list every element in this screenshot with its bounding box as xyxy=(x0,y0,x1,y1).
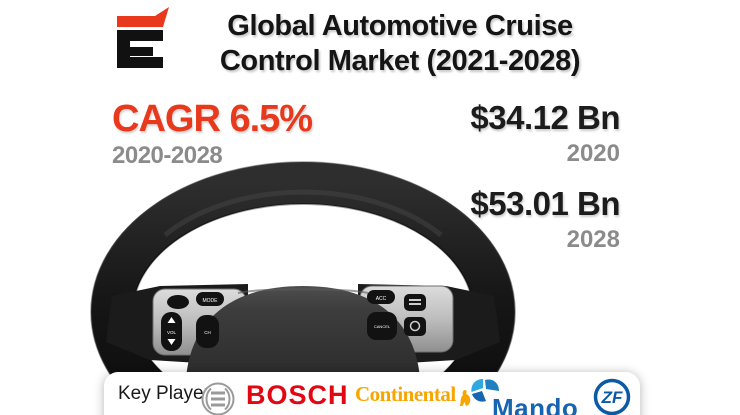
market-value-2020: $34.12 Bn 2020 xyxy=(418,99,620,168)
wheel-button-ch xyxy=(196,315,219,348)
wheel-button-res xyxy=(404,294,426,311)
bosch-wordmark: BOSCH xyxy=(246,380,349,410)
emr-logo-red-bar xyxy=(117,7,169,27)
page-title: Global Automotive Cruise Control Market … xyxy=(178,9,622,79)
zf-wordmark: ZF xyxy=(601,388,623,407)
mando-pinwheel-icon xyxy=(471,379,499,402)
market-value-amount: $34.12 Bn xyxy=(470,99,620,136)
cagr-block: CAGR 6.5% 2020-2028 xyxy=(112,98,313,170)
wheel-button-ch-label: CH xyxy=(204,330,211,335)
wheel-button-cancel xyxy=(367,312,397,340)
wheel-button-mode-label: MODE xyxy=(203,298,219,304)
wheel-button-cancel-label: CANCEL xyxy=(374,324,391,329)
zf-logo: ZF xyxy=(593,378,631,415)
market-value-year: 2020 xyxy=(566,140,620,167)
wheel-center-pad xyxy=(186,286,420,378)
wheel-button-mode xyxy=(196,292,224,306)
bosch-armature-icon xyxy=(201,382,235,415)
page-title-line2: Control Market (2021-2028) xyxy=(219,45,581,77)
emr-logo-letter-e xyxy=(117,30,163,68)
mando-wordmark: Mando xyxy=(492,393,579,415)
wheel-button-acc-label: ACC xyxy=(376,296,387,302)
continental-horse-icon xyxy=(459,390,470,406)
cagr-value: CAGR 6.5% xyxy=(112,98,313,140)
emr-logo-icon xyxy=(117,7,169,68)
wheel-button-vol xyxy=(161,312,182,351)
key-players-bar: Key Players BOSCH Continental Mando xyxy=(104,372,640,415)
cagr-period: 2020-2028 xyxy=(112,142,223,169)
wheel-button-oval xyxy=(167,295,189,309)
market-value-amount: $53.01 Bn xyxy=(470,185,620,222)
page-title-line1: Global Automotive Cruise xyxy=(227,10,573,42)
wheel-button-vol-label: VOL xyxy=(167,330,177,335)
continental-wordmark: Continental xyxy=(355,382,456,406)
continental-logo: Continental xyxy=(355,382,473,407)
key-players-label: Key Players xyxy=(118,383,220,404)
market-value-year: 2028 xyxy=(566,226,620,253)
mando-logo: Mando xyxy=(470,376,680,415)
market-value-2028: $53.01 Bn 2028 xyxy=(418,185,620,254)
wheel-button-set xyxy=(404,317,426,336)
wheel-button-acc xyxy=(367,290,395,304)
